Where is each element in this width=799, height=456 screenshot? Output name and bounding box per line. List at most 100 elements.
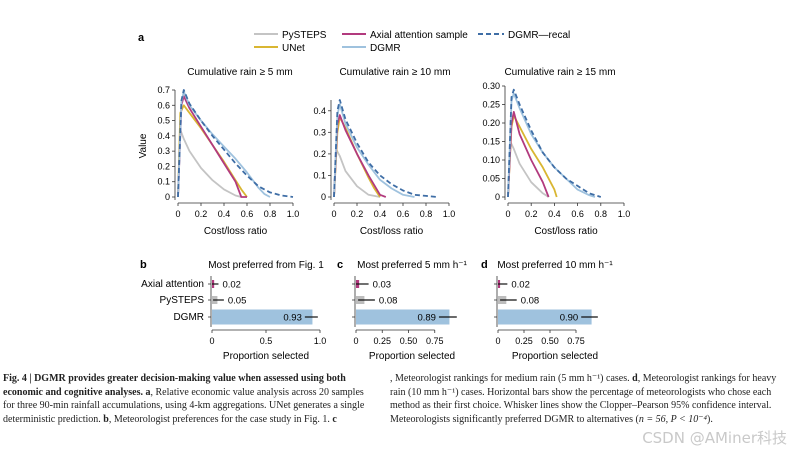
x-axis-title: Cost/loss ratio [534, 226, 598, 237]
watermark: CSDN @AMiner科技 [642, 429, 787, 447]
x-tick-label: 0.6 [571, 209, 584, 219]
y-tick-label: 0.1 [313, 170, 326, 180]
series-line-unet [507, 114, 558, 198]
bar [356, 309, 450, 325]
y-tick-label: 0.05 [482, 174, 500, 184]
caption-c-label: c [332, 413, 337, 425]
series-line-pysteps [177, 128, 242, 198]
x-tick-label: 0.75 [567, 336, 585, 346]
x-tick-label: 1.0 [287, 209, 300, 219]
legend-label-unet: UNet [282, 43, 305, 54]
y-tick-label: 0 [321, 192, 326, 202]
line-chart-5mm: Cumulative rain ≥ 5 mm 0 0.1 0.2 0.3 0.4 0.5 0.… [157, 67, 299, 237]
x-tick-label: 0.25 [373, 336, 391, 346]
series-line-pysteps [507, 140, 550, 198]
value-label: 0.05 [228, 296, 247, 307]
y-tick-label: 0.3 [157, 146, 170, 156]
value-label: 0.08 [521, 296, 540, 307]
x-tick-label: 0 [209, 336, 214, 346]
series-line-dgmr-recal [507, 88, 602, 198]
series-line-pysteps [333, 148, 381, 198]
caption-title: Fig. 4 | DGMR provides greater decision-… [3, 373, 346, 398]
x-tick-label: 1.0 [618, 209, 631, 219]
x-tick-label: 0.25 [515, 336, 533, 346]
y-tick-label: 0.1 [157, 177, 170, 187]
y-tick-label: 0.10 [482, 155, 500, 165]
x-tick-label: 0.2 [351, 209, 364, 219]
x-tick-label: 0 [331, 209, 336, 219]
caption-left: Fig. 4 | DGMR provides greater decision-… [3, 372, 375, 426]
value-label: 0.89 [417, 313, 436, 324]
chart-title: Most preferred from Fig. 1 [208, 260, 324, 271]
x-tick-label: 0.50 [541, 336, 559, 346]
category-label: DGMR [173, 312, 204, 323]
y-tick-label: 0.4 [313, 106, 326, 116]
x-tick-label: 0 [505, 209, 510, 219]
series-line-dgmr-recal [333, 99, 438, 198]
x-tick-label: 0.50 [400, 336, 418, 346]
y-tick-label: 0.6 [157, 100, 170, 110]
series-line-dgmr [333, 103, 415, 198]
chart-title: Most preferred 10 mm h⁻¹ [497, 260, 613, 271]
chart-title: Most preferred 5 mm h⁻¹ [357, 260, 467, 271]
x-tick-label: 0.6 [241, 209, 254, 219]
x-axis-title: Proportion selected [512, 351, 598, 362]
panel-label: d [481, 259, 488, 271]
caption-b-text: , Meteorologist preferences for the case… [108, 413, 330, 425]
x-tick-label: 0 [353, 336, 358, 346]
x-axis-title: Cost/loss ratio [204, 226, 268, 237]
x-tick-label: 0.4 [218, 209, 231, 219]
x-axis-title: Cost/loss ratio [360, 226, 424, 237]
x-tick-label: 0.5 [260, 336, 273, 346]
legend-label-axial: Axial attention sample [370, 30, 468, 41]
caption-d-label: d [632, 373, 638, 384]
x-tick-label: 0 [495, 336, 500, 346]
y-tick-label: 0.15 [482, 137, 500, 147]
series-line-axial [333, 114, 387, 198]
y-tick-label: 0.20 [482, 118, 500, 128]
caption-c-text: , Meteorologist rankings for medium rain… [390, 373, 630, 384]
x-tick-label: 0.4 [374, 209, 387, 219]
x-tick-label: 0.75 [426, 336, 444, 346]
caption-stat-end: ). [707, 413, 713, 425]
x-tick-label: 0.8 [264, 209, 277, 219]
x-tick-label: 0.2 [195, 209, 208, 219]
y-tick-label: 0.2 [313, 149, 326, 159]
series-line-dgmr-recal [177, 89, 294, 198]
x-tick-label: 1.0 [443, 209, 456, 219]
chart-title: Cumulative rain ≥ 10 mm [339, 67, 450, 78]
x-tick-label: 0.4 [548, 209, 561, 219]
value-label: 0.02 [511, 280, 530, 291]
y-tick-label: 0.3 [313, 127, 326, 137]
caption-right: , Meteorologist rankings for medium rain… [390, 372, 782, 426]
value-label: 0.08 [379, 296, 398, 307]
category-label: Axial attention [141, 279, 204, 290]
bar-chart-c: c Most preferred 5 mm h⁻¹ 0.03 0.08 0.89 0 0.2… [337, 259, 468, 362]
line-chart-10mm: Cumulative rain ≥ 10 mm 0 0.1 0.2 0.3 0.4 0 0.2… [313, 67, 455, 237]
panel-a-label: a [138, 32, 145, 44]
chart-title: Cumulative rain ≥ 15 mm [504, 67, 615, 78]
value-label: 0.02 [222, 280, 241, 291]
x-tick-label: 1.0 [314, 336, 327, 346]
x-tick-label: 0 [175, 209, 180, 219]
y-tick-label: 0 [165, 192, 170, 202]
y-tick-label: 0.7 [157, 85, 170, 95]
y-tick-label: 0.5 [157, 116, 170, 126]
x-axis-title: Proportion selected [223, 351, 309, 362]
x-tick-label: 0.2 [525, 209, 538, 219]
caption-stat: n = 56, P < 10⁻⁴ [638, 413, 708, 425]
category-label: PySTEPS [160, 295, 205, 306]
value-label: 0.03 [373, 280, 392, 291]
chart-title: Cumulative rain ≥ 5 mm [187, 67, 293, 78]
value-label: 0.90 [560, 313, 579, 324]
figure-4: a PySTEPS UNet Axial attention sample DG… [138, 30, 631, 362]
y-tick-label: 0 [495, 192, 500, 202]
legend: PySTEPS UNet Axial attention sample DGMR… [254, 30, 570, 54]
caption-a-label: a [145, 386, 151, 398]
x-axis-title: Proportion selected [369, 351, 455, 362]
value-axis-title: Value [138, 133, 149, 158]
legend-label-dgmr: DGMR [370, 43, 401, 54]
y-tick-label: 0.30 [482, 81, 500, 91]
bar-chart-d: d Most preferred 10 mm h⁻¹ 0.02 0.08 0.90 0 0.… [481, 259, 613, 362]
series-line-dgmr [177, 90, 271, 198]
